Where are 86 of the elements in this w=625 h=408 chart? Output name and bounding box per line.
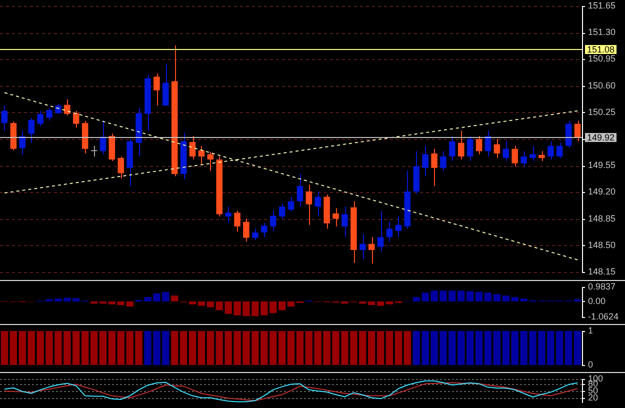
candlestick	[512, 145, 518, 167]
bar	[171, 296, 178, 302]
candlestick	[252, 228, 258, 241]
y-tick-label: 149.55	[588, 160, 616, 170]
candlestick	[466, 135, 474, 162]
candlestick	[100, 120, 106, 155]
candlestick	[243, 218, 250, 242]
candlestick	[162, 63, 169, 106]
y-tick-label: 0.00	[588, 296, 606, 306]
y-tick-label: 150.95	[588, 54, 616, 64]
bar	[72, 298, 80, 302]
candlestick	[225, 206, 232, 224]
candlestick	[458, 130, 464, 160]
y-tick-label: 148.85	[588, 213, 616, 224]
bar	[386, 301, 394, 304]
candlestick	[386, 221, 393, 242]
candlestick	[520, 150, 527, 167]
candlestick	[332, 208, 339, 227]
bar	[206, 301, 214, 308]
candlestick	[37, 110, 44, 127]
y-tick-label: 151.30	[588, 27, 616, 38]
bar	[484, 292, 492, 302]
candlestick	[306, 184, 312, 226]
bar	[493, 294, 501, 302]
candlestick	[449, 135, 456, 162]
y-tick-label: -1.0624	[588, 311, 619, 322]
bar	[198, 301, 206, 306]
candlestick	[548, 140, 554, 160]
candlestick	[46, 107, 52, 122]
y-tick-label: 50	[588, 385, 598, 396]
bar	[502, 296, 510, 302]
candlestick	[395, 216, 402, 238]
bar	[270, 301, 277, 314]
y-tick-label: 20	[588, 392, 598, 403]
candlestick	[28, 117, 34, 144]
ref-line-label: 151.08	[587, 44, 615, 54]
y-tick-label: 148.15	[588, 266, 616, 276]
candlestick	[422, 145, 428, 177]
bar	[278, 301, 286, 310]
candlestick	[72, 110, 80, 128]
candlestick	[494, 138, 500, 158]
candlestick	[154, 73, 160, 106]
candlestick	[270, 210, 276, 232]
candlestick	[278, 203, 286, 220]
bar	[475, 292, 483, 302]
y-tick-label: 0	[588, 359, 594, 370]
y-tick-label: 150.25	[588, 106, 616, 117]
y-tick-label: 0.9837	[588, 281, 616, 292]
candlestick	[377, 210, 384, 252]
candlestick	[538, 150, 545, 162]
candlestick	[476, 135, 482, 155]
candlestick	[359, 234, 366, 260]
candlestick	[431, 148, 438, 187]
candlestick	[502, 140, 510, 162]
candlestick	[1, 105, 8, 132]
candlestick	[368, 236, 375, 264]
candlestick	[64, 98, 70, 116]
candlestick	[296, 173, 304, 208]
y-tick-label: 1	[588, 325, 594, 336]
candlestick	[530, 145, 536, 162]
candlestick	[261, 222, 268, 238]
y-tick-label: 148.50	[588, 240, 616, 250]
candlestick	[440, 150, 446, 172]
candlestick	[90, 145, 98, 157]
candlestick	[118, 156, 124, 180]
candlestick	[288, 196, 294, 212]
candlestick	[198, 145, 205, 165]
bar	[287, 301, 295, 307]
y-tick-label: 149.20	[588, 186, 616, 197]
y-tick-label: 151.65	[588, 0, 616, 10]
candlestick	[108, 133, 116, 162]
bar	[376, 301, 384, 306]
ref-line-label: 149.92	[587, 132, 615, 142]
candlestick	[574, 120, 581, 142]
bar	[466, 291, 474, 302]
candlestick	[234, 210, 240, 232]
candlestick	[207, 151, 214, 172]
bar	[108, 301, 116, 304]
candlestick	[565, 120, 572, 149]
candlestick	[314, 190, 321, 218]
candlestick	[189, 135, 196, 160]
bar	[368, 301, 376, 306]
candlestick	[556, 142, 563, 158]
bar	[188, 301, 196, 304]
y-tick-label: 150.60	[588, 80, 616, 90]
candlestick	[342, 206, 348, 238]
